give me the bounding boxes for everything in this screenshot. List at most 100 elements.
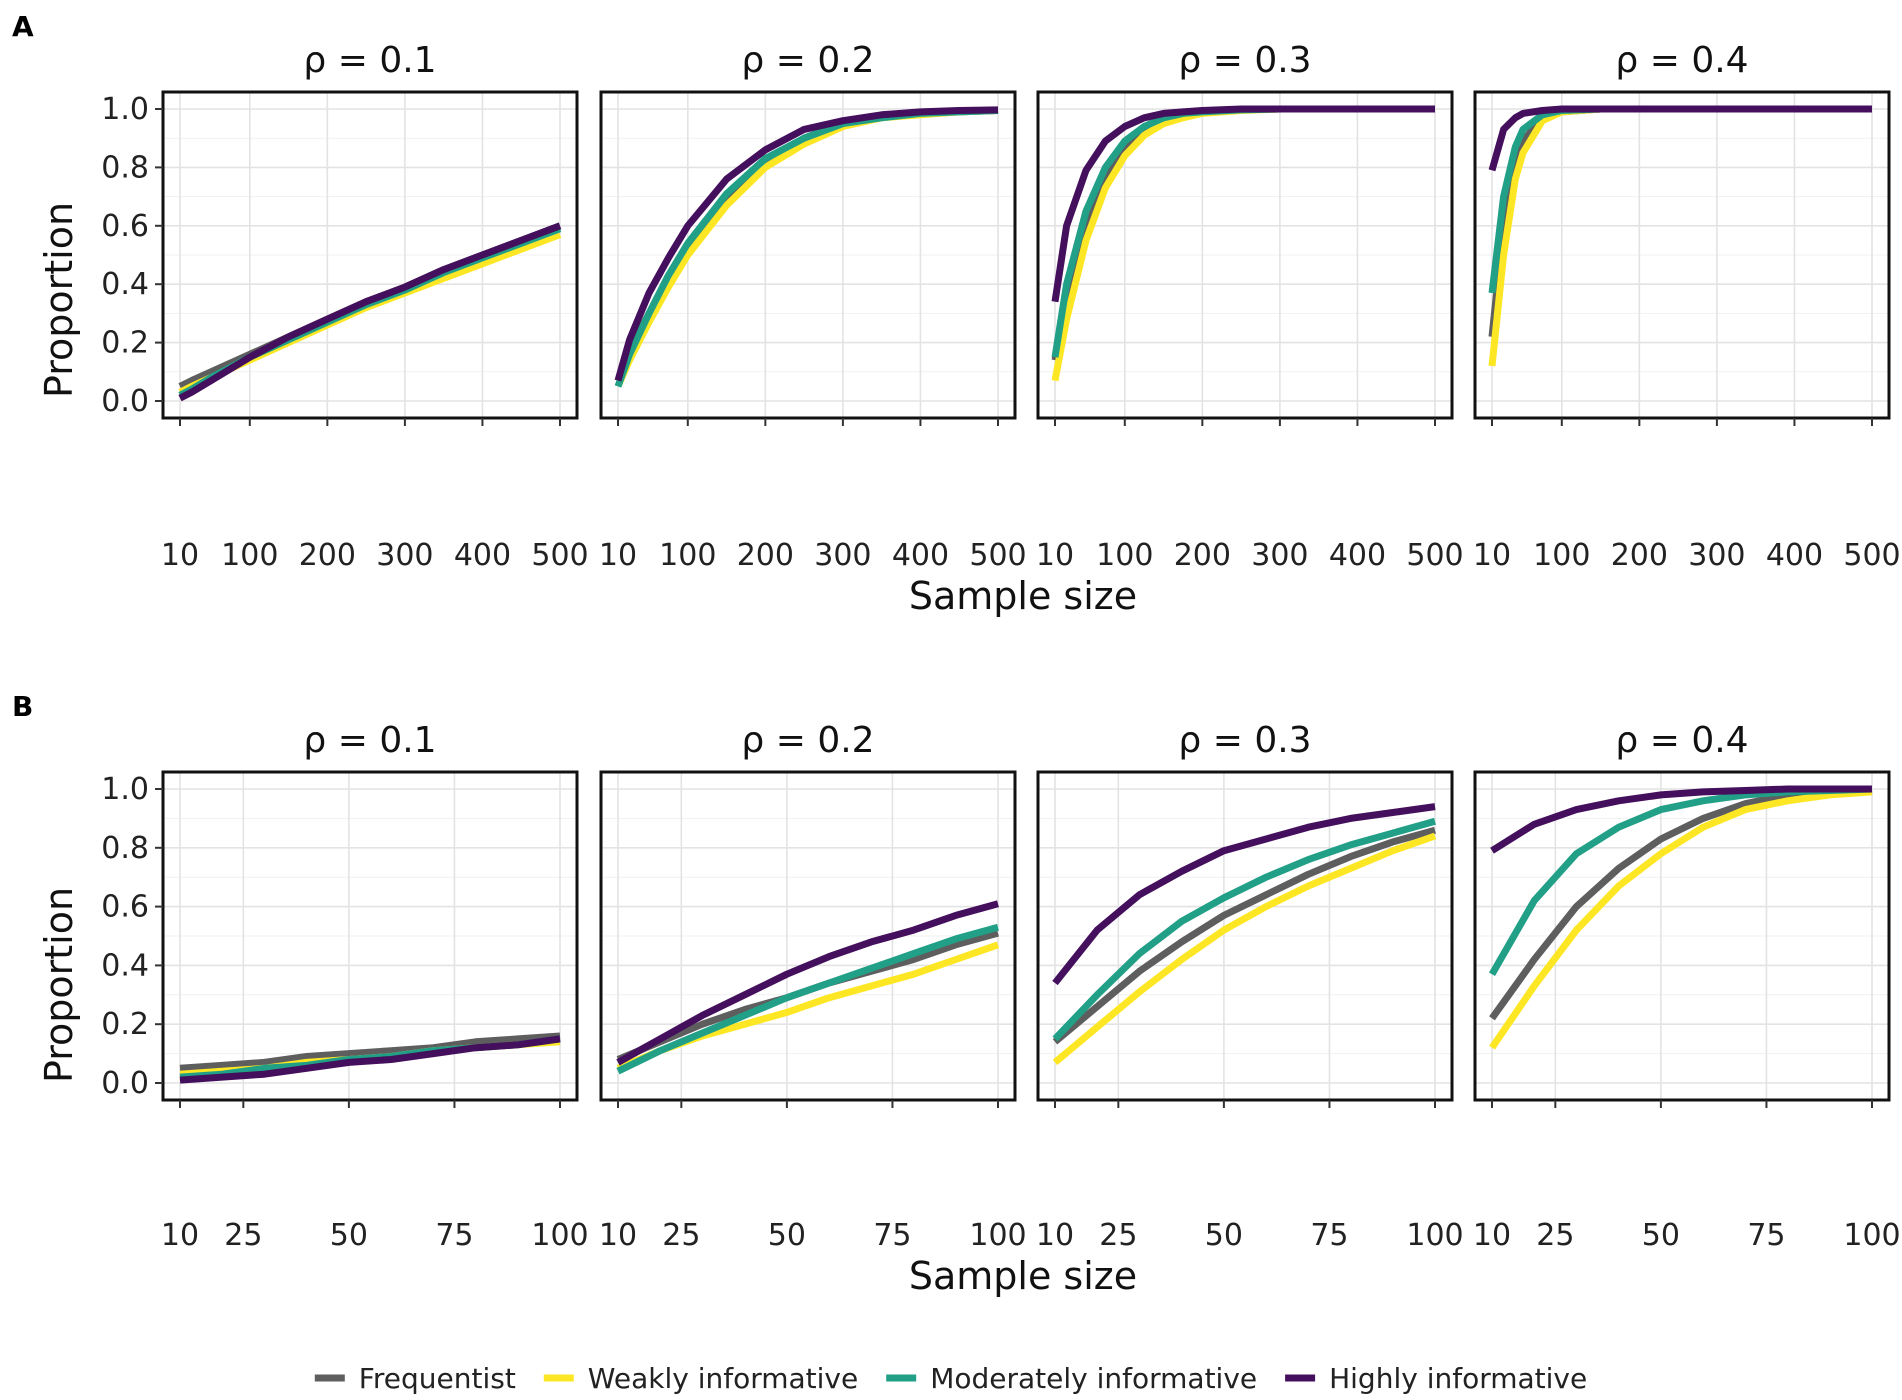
- x-tick-label: 200: [737, 538, 794, 573]
- series-line-weakly-informative: [1488, 105, 1872, 367]
- x-tick-label: 100: [969, 1218, 1026, 1253]
- series-line-moderately-informative: [178, 225, 562, 399]
- x-tick-label: 100: [1096, 538, 1153, 573]
- x-tick-label: 10: [161, 1218, 199, 1253]
- x-tick-label: 25: [1536, 1218, 1574, 1253]
- y-tick-label: 0.8: [101, 831, 149, 866]
- series-line-frequentist: [1052, 826, 1436, 1045]
- x-tick-label: 500: [1406, 538, 1463, 573]
- x-axis-title: Sample size: [909, 574, 1137, 618]
- x-tick-label: 25: [1099, 1218, 1137, 1253]
- x-tick-label: 75: [435, 1218, 473, 1253]
- panel-border: [1036, 770, 1454, 1102]
- facet-title: ρ = 0.3: [1178, 720, 1311, 761]
- series-line-highly-informative: [614, 106, 999, 382]
- x-tick-label: 300: [814, 538, 871, 573]
- panel-border: [161, 770, 579, 1102]
- series-line-highly-informative: [616, 900, 999, 1066]
- x-tick-label: 10: [1036, 538, 1074, 573]
- facet-2: ρ = 0.2 10 25 50 75 100: [599, 720, 1027, 1253]
- facet-title: ρ = 0.2: [741, 40, 874, 81]
- y-tick-label: 1.0: [101, 772, 149, 807]
- x-tick-label: 75: [1310, 1218, 1348, 1253]
- x-tick-label: 300: [376, 538, 433, 573]
- series-line-weakly-informative: [1052, 832, 1437, 1066]
- panel-border: [599, 90, 1017, 420]
- x-tick-label: 10: [599, 538, 637, 573]
- y-axis-title: Proportion: [37, 887, 81, 1083]
- facet-1: ρ = 0.1 10 100 200 300 400 500 0.0 0.2 0.4 0.6 0.8 1…: [101, 40, 588, 573]
- panel-a: A Proportion Sample size ρ = 0.1 10 100 200 300…: [12, 10, 1901, 618]
- x-tick-label: 10: [1473, 1218, 1511, 1253]
- y-tick-label: 0.2: [101, 326, 149, 361]
- series-line-highly-informative: [178, 222, 562, 402]
- series-line-highly-informative: [1488, 105, 1872, 172]
- x-tick-label: 400: [454, 538, 511, 573]
- series-line-weakly-informative: [1489, 788, 1873, 1050]
- facet-title: ρ = 0.1: [303, 40, 436, 81]
- series-line-highly-informative: [1052, 803, 1436, 986]
- series-line-frequentist: [1489, 787, 1873, 1021]
- panel-border: [1473, 90, 1891, 420]
- panel-border: [161, 90, 579, 420]
- series-line-highly-informative: [1051, 105, 1435, 303]
- x-tick-label: 50: [330, 1218, 368, 1253]
- series-line-highly-informative: [179, 1035, 561, 1084]
- y-tick-label: 1.0: [101, 92, 149, 127]
- x-tick-label: 100: [1533, 538, 1590, 573]
- series-line-frequentist: [1488, 105, 1872, 338]
- facet-title: ρ = 0.4: [1615, 40, 1748, 81]
- y-tick-label: 0.2: [101, 1007, 149, 1042]
- facet-title: ρ = 0.3: [1178, 40, 1311, 81]
- legend-label: Weakly informative: [588, 1362, 858, 1395]
- series-line-frequentist: [1051, 105, 1435, 361]
- x-tick-label: 10: [1473, 538, 1511, 573]
- legend-item: Moderately informative: [886, 1362, 1257, 1395]
- x-tick-label: 500: [531, 538, 588, 573]
- panel-border: [1473, 770, 1891, 1102]
- legend-label: Frequentist: [359, 1362, 516, 1395]
- series-line-moderately-informative: [1051, 105, 1435, 358]
- series-line-frequentist: [616, 929, 999, 1063]
- legend-item: Frequentist: [314, 1362, 516, 1395]
- x-axis-title: Sample size: [909, 1254, 1137, 1298]
- x-tick-label: 50: [1642, 1218, 1680, 1253]
- legend: Frequentist Weakly informative Moderately …: [314, 1362, 1587, 1395]
- series-line-weakly-informative: [1051, 105, 1435, 382]
- x-tick-label: 50: [768, 1218, 806, 1253]
- series-line-moderately-informative: [616, 923, 999, 1075]
- x-tick-label: 200: [1611, 538, 1668, 573]
- x-tick-label: 100: [659, 538, 716, 573]
- legend-item: Highly informative: [1285, 1362, 1587, 1395]
- x-tick-label: 75: [1747, 1218, 1785, 1253]
- y-tick-label: 0.6: [101, 209, 149, 244]
- panel-border: [599, 770, 1017, 1102]
- facet-3: ρ = 0.3 10 100 200 300 400 500: [1036, 40, 1464, 573]
- x-tick-label: 400: [1766, 538, 1823, 573]
- x-tick-label: 25: [662, 1218, 700, 1253]
- panel-label: B: [12, 690, 33, 723]
- panel-label: A: [12, 10, 34, 43]
- x-tick-label: 500: [969, 538, 1026, 573]
- y-tick-label: 0.8: [101, 150, 149, 185]
- x-tick-label: 10: [161, 538, 199, 573]
- facet-title: ρ = 0.2: [741, 720, 874, 761]
- x-tick-label: 10: [1036, 1218, 1074, 1253]
- x-tick-label: 400: [1329, 538, 1386, 573]
- series-line-moderately-informative: [1488, 105, 1872, 294]
- facet-2: ρ = 0.2 10 100 200 300 400 500: [599, 40, 1027, 573]
- y-tick-label: 0.0: [101, 384, 149, 419]
- x-tick-label: 100: [1843, 1218, 1900, 1253]
- x-tick-label: 10: [599, 1218, 637, 1253]
- x-tick-label: 200: [299, 538, 356, 573]
- y-tick-label: 0.6: [101, 890, 149, 925]
- x-tick-label: 200: [1174, 538, 1231, 573]
- facet-title: ρ = 0.1: [303, 720, 436, 761]
- facet-title: ρ = 0.4: [1615, 720, 1748, 761]
- x-tick-label: 100: [1406, 1218, 1463, 1253]
- x-tick-label: 100: [531, 1218, 588, 1253]
- legend-label: Highly informative: [1329, 1362, 1587, 1395]
- facet-1: ρ = 0.1 10 25 50 75 100 0.0 0.2 0.4 0.6 0.8 1.0: [101, 720, 588, 1253]
